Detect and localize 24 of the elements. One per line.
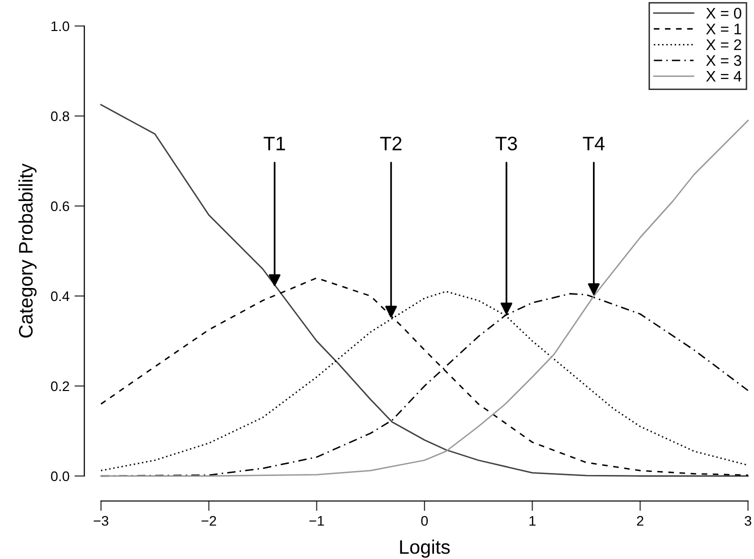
legend-label: X = 1 [706,24,742,34]
legend-label: X = 4 [706,71,742,82]
y-tick-label: 0.2 [50,381,70,392]
x-tick-label: −1 [309,516,324,526]
legend-label: X = 0 [706,8,742,19]
y-tick-label: 0.8 [50,111,70,122]
annotation: T3 [496,136,517,150]
y-tick-label: 0.0 [50,471,70,482]
y-tick-label: 0.4 [50,291,70,302]
x-tick-label: −2 [202,516,216,526]
annotation: T1 [264,136,286,150]
x-tick-label: −3 [94,516,108,526]
annotation: T4 [582,136,605,150]
x-tick-label: 2 [637,516,644,526]
x-tick-label: 1 [530,516,536,526]
y-tick-label: 0.6 [50,201,70,212]
x-tick-label: 3 [744,516,752,526]
x-tick-label: 0 [421,516,428,526]
y-tick-label: 1.0 [52,21,70,32]
y-axis-title: Category Probability [18,163,37,338]
legend-label: X = 3 [706,55,742,66]
annotation: T2 [380,136,402,150]
x-axis-title: Logits [400,540,450,558]
legend-label: X = 2 [706,39,742,50]
